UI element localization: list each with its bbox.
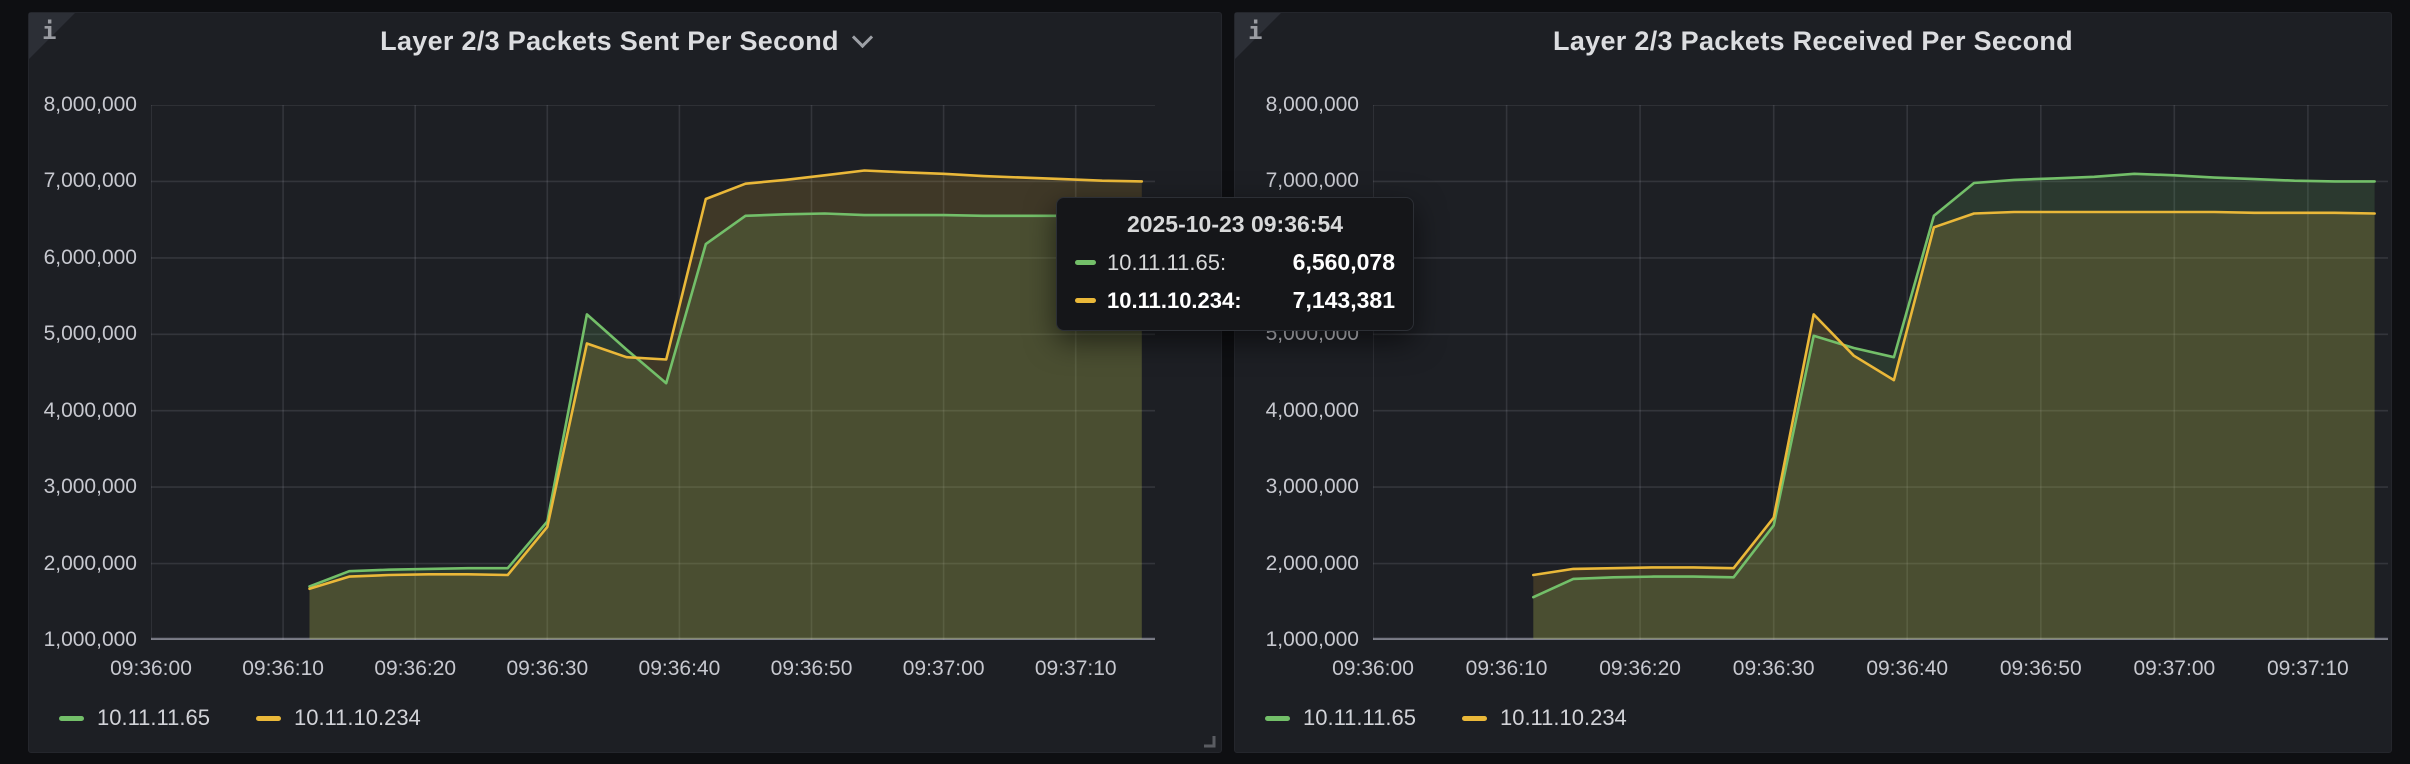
panel-info-corner[interactable] bbox=[29, 13, 75, 59]
x-axis-tick-label: 09:36:50 bbox=[1999, 657, 2082, 680]
tooltip-series-label: 10.11.10.234: bbox=[1107, 287, 1242, 313]
x-axis-tick-label: 09:36:20 bbox=[374, 657, 457, 680]
y-axis-tick-label: 8,000,000 bbox=[1265, 93, 1359, 116]
y-axis-tick-label: 1,000,000 bbox=[1265, 628, 1359, 651]
legend-label: 10.11.10.234 bbox=[1499, 705, 1627, 730]
chart-packets-sent[interactable] bbox=[150, 104, 1155, 641]
tooltip-rows: 10.11.11.65: 6,560,078 10.11.10.234: 7,143,… bbox=[1075, 249, 1395, 314]
panel-title: Layer 2/3 Packets Received Per Second bbox=[1553, 25, 2073, 56]
x-axis-tick-label: 09:36:30 bbox=[506, 657, 589, 680]
tooltip-timestamp: 2025-10-23 09:36:54 bbox=[1126, 211, 1344, 237]
info-icon: i bbox=[1248, 17, 1263, 45]
resize-handle-icon[interactable] bbox=[1202, 734, 1216, 748]
panel-title: Layer 2/3 Packets Sent Per Second bbox=[380, 25, 839, 56]
legend-item-10-11-10-234[interactable]: 10.11.10.234 bbox=[1461, 705, 1627, 731]
series-dash-icon bbox=[1265, 715, 1290, 721]
legend-label: 10.11.10.234 bbox=[293, 705, 421, 730]
tooltip-series-value: 7,143,381 bbox=[1292, 287, 1395, 313]
y-axis-tick-label: 7,000,000 bbox=[1265, 169, 1359, 193]
series-dash-icon bbox=[1461, 715, 1487, 721]
tooltip-row: 10.11.10.234: 7,143,381 bbox=[1075, 287, 1395, 314]
y-axis-tick-label: 6,000,000 bbox=[43, 245, 137, 269]
x-axis-tick-label: 09:36:30 bbox=[1732, 657, 1815, 680]
series-dash-icon bbox=[255, 715, 281, 721]
x-axis-tick-label: 09:36:50 bbox=[770, 657, 853, 680]
y-axis-tick-label: 7,000,000 bbox=[43, 169, 137, 193]
legend: 10.11.11.65 10.11.10.234 bbox=[1265, 705, 1627, 731]
legend-item-10-11-10-234[interactable]: 10.11.10.234 bbox=[255, 705, 421, 731]
x-axis-tick-label: 09:36:20 bbox=[1599, 657, 1681, 680]
series-dash-icon bbox=[1075, 298, 1096, 303]
x-axis-tick-label: 09:36:10 bbox=[242, 657, 324, 680]
y-axis-tick-label: 2,000,000 bbox=[43, 551, 137, 575]
legend-label: 10.11.11.65 bbox=[97, 705, 210, 730]
y-axis-tick-label: 8,000,000 bbox=[43, 93, 137, 116]
chart-packets-received[interactable] bbox=[1372, 104, 2388, 641]
y-axis-tick-label: 5,000,000 bbox=[43, 322, 137, 346]
x-axis-tick-label: 09:36:00 bbox=[1332, 657, 1414, 680]
chevron-down-icon bbox=[851, 26, 873, 48]
y-axis-tick-label: 3,000,000 bbox=[43, 475, 137, 499]
panel-header[interactable]: Layer 2/3 Packets Sent Per Second bbox=[29, 13, 1221, 69]
y-axis-tick-label: 2,000,000 bbox=[1265, 551, 1359, 575]
x-axis-tick-label: 09:36:40 bbox=[1866, 657, 1949, 680]
legend-item-10-11-11-65[interactable]: 10.11.11.65 bbox=[1265, 705, 1416, 731]
x-axis-tick-label: 09:37:00 bbox=[902, 657, 985, 680]
x-axis-tick-label: 09:36:10 bbox=[1465, 657, 1548, 680]
y-axis-tick-label: 4,000,000 bbox=[1265, 398, 1359, 422]
panel-header[interactable]: Layer 2/3 Packets Received Per Second bbox=[1235, 13, 2391, 69]
panel-packets-received: i Layer 2/3 Packets Received Per Second … bbox=[1234, 12, 2392, 753]
series-dash-icon bbox=[59, 715, 84, 721]
x-axis-tick-label: 09:36:40 bbox=[638, 657, 721, 680]
hover-tooltip: 2025-10-23 09:36:54 10.11.11.65: 6,560,07… bbox=[1056, 197, 1414, 331]
panel-info-corner[interactable] bbox=[1235, 13, 1281, 59]
series-dash-icon bbox=[1075, 260, 1096, 265]
x-axis-tick-label: 09:37:00 bbox=[2133, 657, 2216, 680]
legend-label: 10.11.11.65 bbox=[1303, 705, 1416, 730]
x-axis-tick-label: 09:37:10 bbox=[2266, 657, 2349, 680]
tooltip-series-value: 6,560,078 bbox=[1292, 249, 1395, 275]
y-axis-tick-label: 4,000,000 bbox=[43, 398, 137, 422]
info-icon: i bbox=[42, 17, 57, 45]
x-axis-tick-label: 09:36:00 bbox=[110, 657, 192, 680]
panel-packets-sent: i Layer 2/3 Packets Sent Per Second 10.1… bbox=[28, 12, 1222, 753]
tooltip-row: 10.11.11.65: 6,560,078 bbox=[1075, 249, 1395, 276]
legend-item-10-11-11-65[interactable]: 10.11.11.65 bbox=[59, 705, 210, 731]
x-axis-tick-label: 09:37:10 bbox=[1034, 657, 1117, 680]
y-axis-tick-label: 1,000,000 bbox=[43, 628, 137, 651]
legend: 10.11.11.65 10.11.10.234 bbox=[59, 705, 421, 731]
y-axis-tick-label: 3,000,000 bbox=[1265, 475, 1359, 499]
tooltip-series-label: 10.11.11.65: bbox=[1107, 249, 1227, 275]
